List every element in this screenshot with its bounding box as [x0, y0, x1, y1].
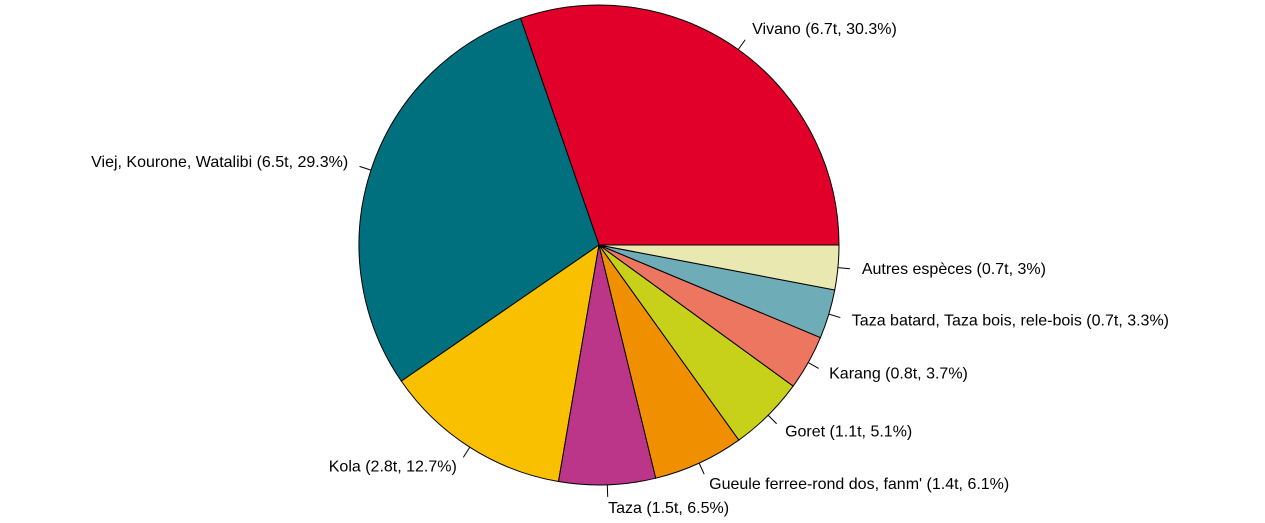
label-leader: [698, 462, 705, 475]
slice-label: Vivano (6.7t, 30.3%): [752, 21, 897, 38]
slice-label: Taza batard, Taza bois, rele-bois (0.7t,…: [852, 312, 1169, 329]
label-leader: [359, 165, 372, 171]
slice-label: Gueule ferree-rond dos, fanm' (1.4t, 6.1…: [709, 476, 1009, 493]
pie-slice: [519, 4, 840, 246]
label-leader: [737, 39, 746, 50]
slice-label: Goret (1.1t, 5.1%): [785, 423, 912, 440]
slice-label: Viej, Kourone, Watalibi (6.5t, 29.3%): [91, 154, 348, 171]
label-leader: [462, 446, 471, 458]
pie-slice: [400, 243, 600, 483]
label-leader: [828, 313, 841, 319]
pie-slice: [358, 17, 600, 382]
label-leader: [807, 362, 819, 369]
label-leader: [767, 414, 777, 425]
slice-label: Taza (1.5t, 6.5%): [608, 500, 729, 517]
slice-label: Karang (0.8t, 3.7%): [829, 366, 968, 383]
slice-label: Kola (2.8t, 12.7%): [329, 459, 457, 476]
slice-label: Autres espèces (0.7t, 3%): [862, 261, 1046, 278]
label-leader: [837, 267, 850, 270]
